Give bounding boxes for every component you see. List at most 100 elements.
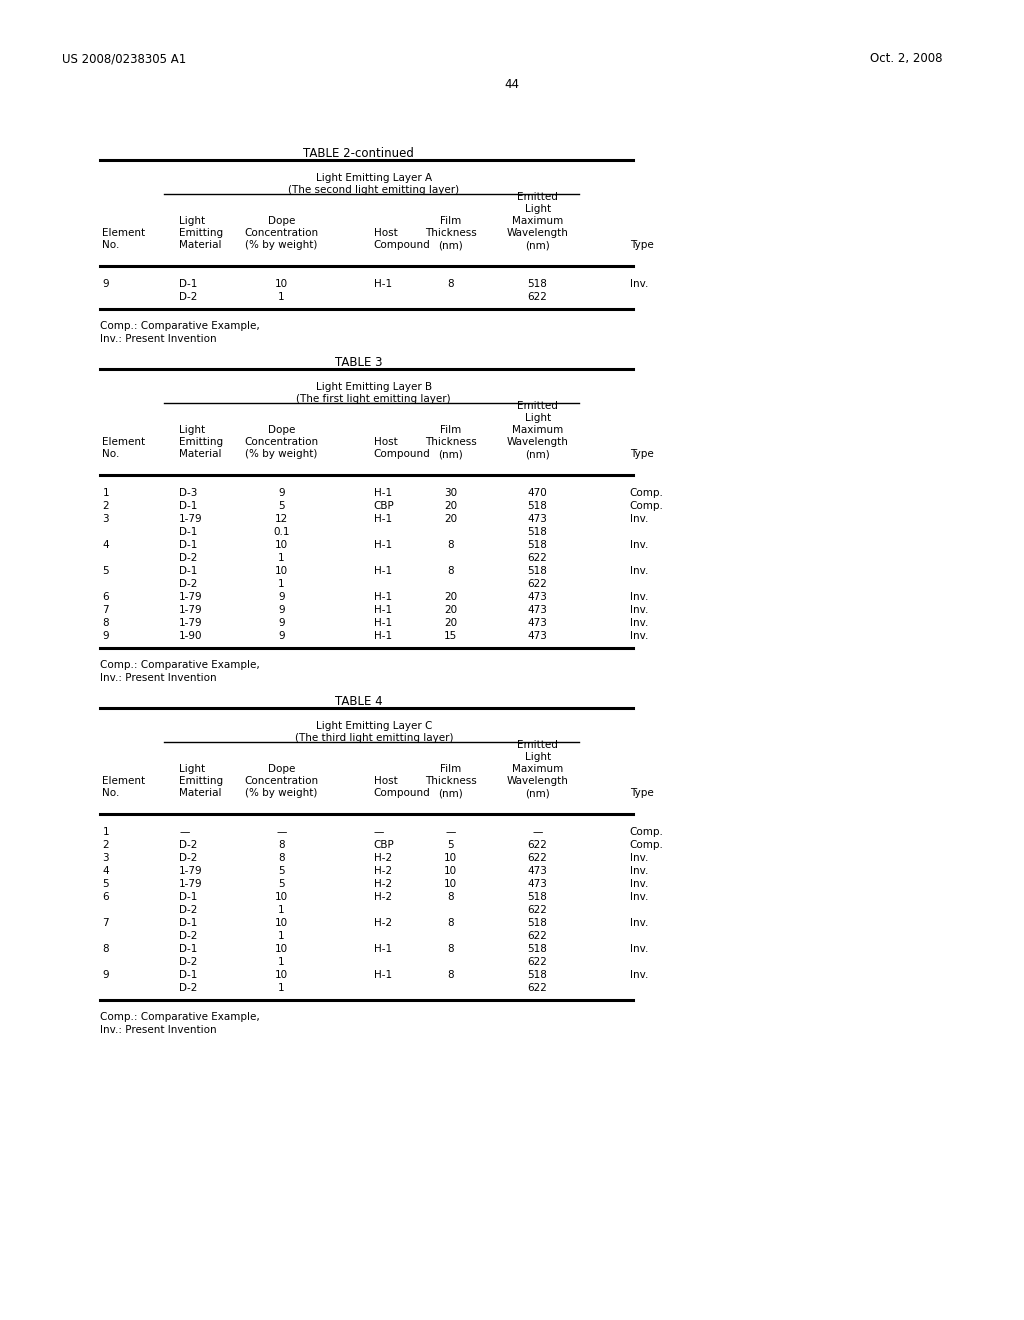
Text: Film: Film — [440, 764, 461, 775]
Text: 473: 473 — [527, 631, 548, 642]
Text: Emitting: Emitting — [179, 228, 223, 239]
Text: Comp.: Comp. — [630, 828, 664, 837]
Text: H-1: H-1 — [374, 605, 392, 615]
Text: 8: 8 — [447, 892, 454, 902]
Text: 622: 622 — [527, 840, 548, 850]
Text: D-2: D-2 — [179, 840, 198, 850]
Text: Thickness: Thickness — [425, 776, 476, 787]
Text: Inv.: Present Invention: Inv.: Present Invention — [100, 673, 217, 682]
Text: Light: Light — [524, 413, 551, 424]
Text: Light: Light — [524, 752, 551, 763]
Text: 9: 9 — [102, 279, 109, 289]
Text: 9: 9 — [279, 488, 285, 498]
Text: Host: Host — [374, 228, 397, 239]
Text: Light: Light — [524, 205, 551, 214]
Text: 9: 9 — [279, 591, 285, 602]
Text: H-1: H-1 — [374, 513, 392, 524]
Text: 622: 622 — [527, 906, 548, 915]
Text: Inv.: Inv. — [630, 540, 648, 550]
Text: 1: 1 — [102, 828, 109, 837]
Text: 8: 8 — [279, 840, 285, 850]
Text: 1-79: 1-79 — [179, 866, 203, 876]
Text: 8: 8 — [447, 970, 454, 979]
Text: H-2: H-2 — [374, 879, 392, 888]
Text: 8: 8 — [447, 540, 454, 550]
Text: (nm): (nm) — [438, 240, 463, 251]
Text: D-1: D-1 — [179, 917, 198, 928]
Text: 518: 518 — [527, 502, 548, 511]
Text: 518: 518 — [527, 540, 548, 550]
Text: Emitted: Emitted — [517, 401, 558, 412]
Text: Comp.: Comparative Example,: Comp.: Comparative Example, — [100, 1012, 260, 1022]
Text: D-1: D-1 — [179, 566, 198, 576]
Text: D-2: D-2 — [179, 957, 198, 968]
Text: 1-79: 1-79 — [179, 605, 203, 615]
Text: 2: 2 — [102, 840, 109, 850]
Text: H-1: H-1 — [374, 566, 392, 576]
Text: 30: 30 — [444, 488, 457, 498]
Text: 1: 1 — [279, 931, 285, 941]
Text: Light: Light — [179, 425, 206, 436]
Text: 1: 1 — [102, 488, 109, 498]
Text: TABLE 3: TABLE 3 — [335, 356, 382, 370]
Text: 622: 622 — [527, 957, 548, 968]
Text: 8: 8 — [447, 917, 454, 928]
Text: Inv.: Inv. — [630, 513, 648, 524]
Text: 1-90: 1-90 — [179, 631, 203, 642]
Text: 20: 20 — [444, 605, 457, 615]
Text: Dope: Dope — [268, 425, 295, 436]
Text: (nm): (nm) — [525, 449, 550, 459]
Text: 3: 3 — [102, 513, 109, 524]
Text: 5: 5 — [279, 502, 285, 511]
Text: 1-79: 1-79 — [179, 591, 203, 602]
Text: Inv.: Inv. — [630, 879, 648, 888]
Text: Light: Light — [179, 764, 206, 775]
Text: 473: 473 — [527, 879, 548, 888]
Text: Concentration: Concentration — [245, 228, 318, 239]
Text: Host: Host — [374, 437, 397, 447]
Text: 1: 1 — [279, 292, 285, 302]
Text: Emitted: Emitted — [517, 741, 558, 750]
Text: D-1: D-1 — [179, 527, 198, 537]
Text: 7: 7 — [102, 605, 109, 615]
Text: 518: 518 — [527, 892, 548, 902]
Text: 0.1: 0.1 — [273, 527, 290, 537]
Text: Wavelength: Wavelength — [507, 437, 568, 447]
Text: Oct. 2, 2008: Oct. 2, 2008 — [870, 51, 942, 65]
Text: 518: 518 — [527, 566, 548, 576]
Text: 5: 5 — [102, 879, 109, 888]
Text: 518: 518 — [527, 917, 548, 928]
Text: 10: 10 — [275, 540, 288, 550]
Text: 8: 8 — [279, 853, 285, 863]
Text: 5: 5 — [279, 866, 285, 876]
Text: (The second light emitting layer): (The second light emitting layer) — [288, 185, 460, 195]
Text: (% by weight): (% by weight) — [246, 240, 317, 251]
Text: 1: 1 — [279, 957, 285, 968]
Text: 7: 7 — [102, 917, 109, 928]
Text: H-2: H-2 — [374, 892, 392, 902]
Text: Inv.: Inv. — [630, 892, 648, 902]
Text: Concentration: Concentration — [245, 776, 318, 787]
Text: H-1: H-1 — [374, 970, 392, 979]
Text: 5: 5 — [447, 840, 454, 850]
Text: 44: 44 — [505, 78, 519, 91]
Text: 10: 10 — [444, 866, 457, 876]
Text: 3: 3 — [102, 853, 109, 863]
Text: (The first light emitting layer): (The first light emitting layer) — [296, 393, 452, 404]
Text: 8: 8 — [447, 944, 454, 954]
Text: Inv.: Inv. — [630, 279, 648, 289]
Text: TABLE 2-continued: TABLE 2-continued — [303, 147, 414, 160]
Text: Dope: Dope — [268, 216, 295, 227]
Text: 470: 470 — [527, 488, 548, 498]
Text: 622: 622 — [527, 983, 548, 993]
Text: Inv.: Inv. — [630, 970, 648, 979]
Text: 622: 622 — [527, 553, 548, 564]
Text: Maximum: Maximum — [512, 425, 563, 436]
Text: D-1: D-1 — [179, 944, 198, 954]
Text: 12: 12 — [275, 513, 288, 524]
Text: Type: Type — [630, 240, 653, 251]
Text: 5: 5 — [102, 566, 109, 576]
Text: 622: 622 — [527, 853, 548, 863]
Text: 473: 473 — [527, 605, 548, 615]
Text: 4: 4 — [102, 540, 109, 550]
